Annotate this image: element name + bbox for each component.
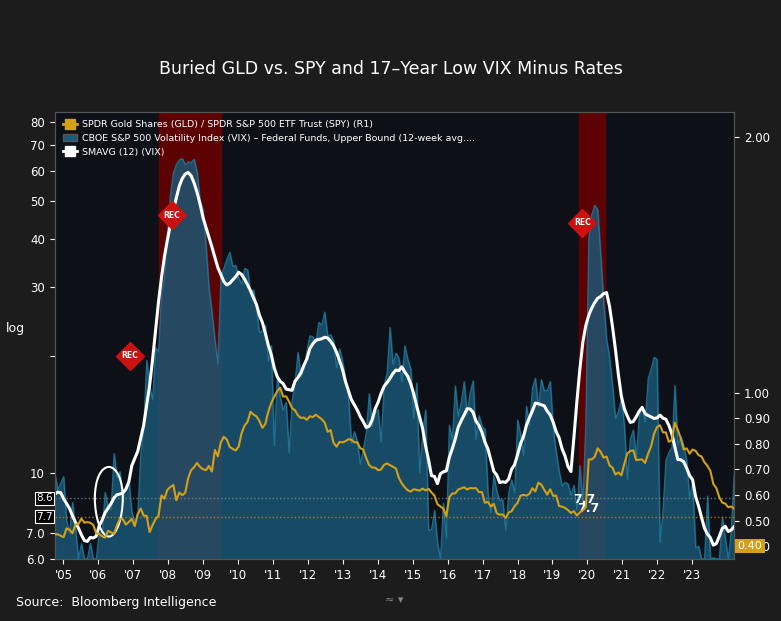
- Text: Source:  Bloomberg Intelligence: Source: Bloomberg Intelligence: [16, 596, 216, 609]
- Y-axis label: log: log: [5, 322, 25, 335]
- Text: Buried GLD vs. SPY and 17–Year Low VIX Minus Rates: Buried GLD vs. SPY and 17–Year Low VIX M…: [159, 60, 622, 78]
- Text: 0.40: 0.40: [737, 541, 762, 551]
- Text: REC: REC: [121, 351, 138, 360]
- Legend: SPDR Gold Shares (GLD) / SPDR S&P 500 ETF Trust (SPY) (R1), CBOE S&P 500 Volatil: SPDR Gold Shares (GLD) / SPDR S&P 500 ET…: [59, 117, 479, 160]
- Text: ≈ ▾: ≈ ▾: [385, 595, 404, 605]
- Text: 8.6: 8.6: [36, 493, 53, 503]
- Bar: [579, 112, 604, 559]
- Text: 7.7: 7.7: [573, 493, 596, 506]
- Bar: [159, 112, 220, 559]
- Text: 7.7: 7.7: [36, 512, 53, 522]
- Text: REC: REC: [574, 219, 590, 227]
- Text: REC: REC: [163, 211, 180, 220]
- Text: 7.7: 7.7: [577, 502, 599, 515]
